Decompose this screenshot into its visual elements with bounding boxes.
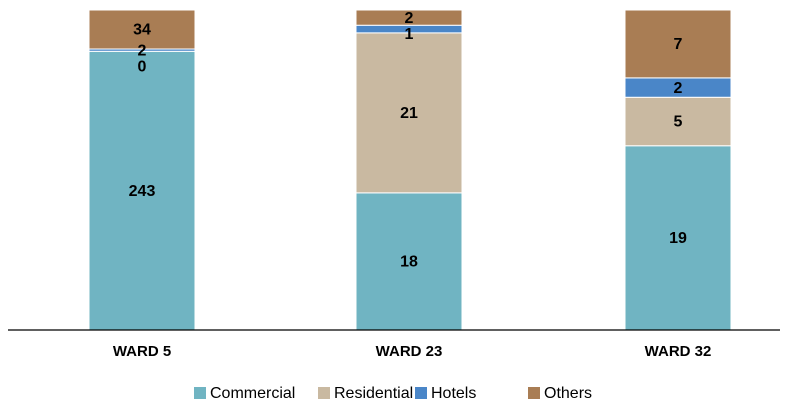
bar-segment <box>624 96 732 147</box>
bar-segment <box>624 145 732 331</box>
bar-segment <box>355 32 463 194</box>
legend-swatch <box>415 387 427 399</box>
value-label: 2 <box>674 80 683 97</box>
legend-label: Hotels <box>431 385 476 402</box>
x-tick-label: WARD 23 <box>376 343 443 360</box>
bar-segment <box>88 9 196 50</box>
value-label: 0 <box>138 58 147 75</box>
bar-segment <box>355 192 463 331</box>
x-tick-label: WARD 5 <box>113 343 171 360</box>
value-label: 21 <box>400 105 418 122</box>
bar-segment <box>88 50 196 331</box>
value-label: 18 <box>400 254 418 271</box>
legend-swatch <box>528 387 540 399</box>
value-label: 1 <box>405 26 414 43</box>
value-label: 2 <box>405 10 414 27</box>
value-label: 34 <box>133 22 151 39</box>
x-tick-label: WARD 32 <box>645 343 712 360</box>
legend-label: Commercial <box>210 385 295 402</box>
bar-segment <box>355 9 463 26</box>
value-label: 19 <box>669 230 687 247</box>
legend-label: Residential <box>334 385 413 402</box>
legend-swatch <box>318 387 330 399</box>
bar-segment <box>624 9 732 79</box>
value-label: 243 <box>129 183 156 200</box>
value-label: 2 <box>138 42 147 59</box>
legend-label: Others <box>544 385 592 402</box>
value-label: 7 <box>674 36 683 53</box>
value-label: 5 <box>674 114 683 131</box>
legend-swatch <box>194 387 206 399</box>
